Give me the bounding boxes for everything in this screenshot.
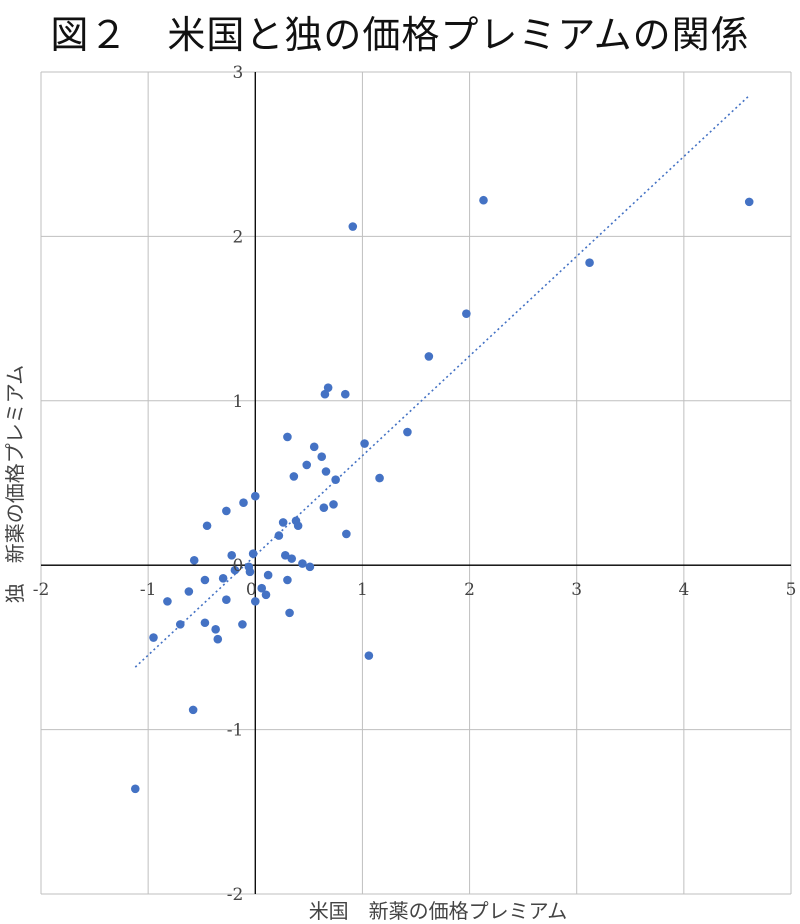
chart-title: 図２ 米国と独の価格プレミアムの関係 — [50, 13, 750, 57]
data-point — [202, 521, 212, 531]
data-point — [462, 309, 471, 318]
data-point — [188, 705, 198, 715]
data-point — [250, 597, 260, 606]
data-point — [320, 389, 330, 399]
data-point — [302, 460, 312, 470]
data-point — [321, 467, 331, 476]
data-point — [238, 620, 247, 629]
data-point — [585, 258, 594, 268]
data-point — [285, 608, 294, 618]
data-point — [403, 427, 412, 437]
x-tick-label: 1 — [357, 580, 368, 600]
data-point — [245, 567, 255, 577]
y-tick-label: -1 — [227, 721, 244, 741]
data-point — [283, 575, 292, 585]
data-point — [348, 222, 358, 231]
data-point — [293, 521, 303, 531]
data-point — [227, 551, 237, 560]
data-point — [375, 473, 384, 483]
data-point — [424, 352, 434, 361]
data-point — [364, 651, 374, 660]
x-axis-title: 米国 新薬の価格プレミアム — [309, 899, 568, 923]
x-tick-label: 2 — [464, 580, 475, 600]
data-point — [257, 583, 267, 593]
data-point — [744, 197, 754, 207]
data-point — [200, 575, 210, 585]
data-point — [331, 475, 340, 485]
data-point — [222, 506, 231, 516]
trendline — [134, 96, 749, 668]
tick-labels: -2 -1 0 1 2 3 4 5 -2 -1 1 2 3 0 — [33, 63, 797, 905]
data-point — [175, 620, 185, 629]
data-point — [309, 442, 319, 452]
data-point — [342, 529, 351, 539]
x-tick-label: 3 — [571, 580, 582, 600]
data-point — [289, 472, 299, 481]
data-point — [298, 559, 307, 568]
data-point — [130, 784, 140, 794]
data-point — [230, 565, 240, 575]
data-point — [250, 491, 260, 501]
axes — [41, 72, 791, 894]
trendline-layer — [134, 96, 749, 668]
x-tick-label: 4 — [678, 580, 689, 600]
x-tick-label: 0 — [246, 580, 257, 600]
data-point — [287, 554, 297, 563]
x-tick-label: 5 — [786, 580, 797, 600]
data-point — [305, 562, 315, 572]
data-points — [130, 195, 754, 794]
data-point — [278, 518, 288, 527]
data-point — [211, 625, 220, 634]
data-point — [222, 595, 231, 605]
y-axis-title: 独 新薬の価格プレミアム — [3, 365, 27, 604]
data-point — [261, 590, 271, 600]
y-tick-label: -2 — [227, 885, 244, 905]
data-point — [323, 383, 333, 392]
grid-lines — [40, 71, 792, 895]
y-tick-label: 2 — [232, 227, 243, 247]
y-tick-label: 3 — [232, 63, 243, 83]
data-point — [319, 503, 329, 512]
data-point — [263, 570, 273, 580]
data-point — [248, 549, 258, 558]
data-point — [189, 555, 199, 565]
y-tick-label: 1 — [232, 392, 243, 412]
x-tick-label: -1 — [140, 580, 157, 600]
data-point — [280, 551, 290, 560]
data-point — [479, 195, 488, 205]
data-point — [360, 439, 369, 448]
y-tick-label: 0 — [232, 556, 243, 576]
data-point — [149, 633, 158, 642]
data-point — [340, 389, 350, 399]
data-point — [329, 500, 338, 509]
data-point — [317, 452, 327, 461]
data-point — [283, 432, 292, 442]
data-point — [239, 498, 248, 508]
data-point — [163, 597, 172, 606]
data-point — [274, 531, 284, 540]
x-tick-label: -2 — [33, 580, 50, 600]
data-point — [213, 634, 223, 644]
data-point — [218, 574, 228, 583]
data-point — [200, 618, 210, 628]
data-point — [184, 587, 194, 596]
